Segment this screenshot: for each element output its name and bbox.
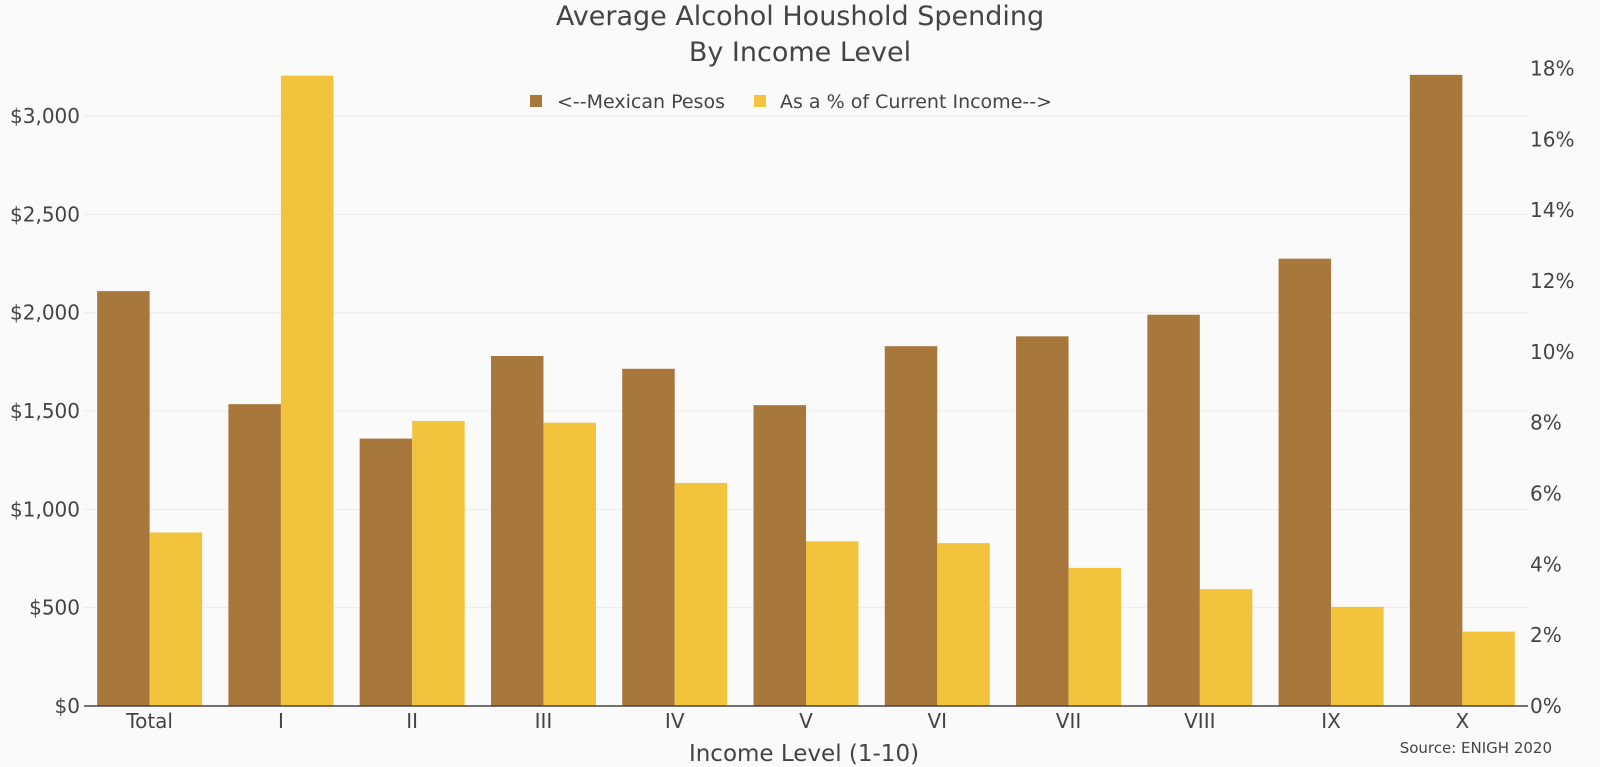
bar-pesos (1278, 258, 1332, 706)
x-tick-label: VII (1056, 709, 1081, 733)
x-axis-title: Income Level (1-10) (689, 741, 919, 767)
y-left-tick-label: $2,500 (10, 202, 80, 226)
x-tick-label: VIII (1184, 709, 1215, 733)
source-annotation: Source: ENIGH 2020 (1400, 739, 1552, 757)
x-tick-label: VI (927, 709, 947, 733)
x-tick-label: X (1456, 709, 1470, 733)
bar-percent (543, 422, 596, 706)
y-right-tick-labels: 0% 2% 4% 6% 8% 10% 12% 14% 16% 18% (1530, 57, 1574, 718)
bar-percent (149, 532, 203, 706)
bar-percent (806, 541, 859, 706)
bar-pesos (490, 356, 544, 706)
y-right-tick-label: 12% (1530, 269, 1574, 293)
legend-swatch-percent (754, 95, 766, 107)
bar-percent (280, 75, 334, 706)
y-right-tick-label: 2% (1530, 623, 1562, 647)
y-right-tick-label: 16% (1530, 127, 1574, 151)
bar-pesos (753, 405, 806, 706)
bar-percent (1331, 606, 1384, 706)
x-tick-labels: Total I II III IV V VI VII VIII IX X (125, 709, 1469, 733)
legend-label-pesos: <--Mexican Pesos (557, 91, 725, 113)
y-left-tick-label: $2,000 (10, 301, 80, 325)
y-right-tick-label: 0% (1530, 694, 1562, 718)
x-tick-label: IX (1321, 709, 1341, 733)
bar-pesos (359, 438, 413, 706)
chart-subtitle: By Income Level (689, 37, 911, 68)
legend: <--Mexican Pesos As a % of Current Incom… (530, 91, 1052, 113)
bars (97, 74, 1515, 706)
bar-percent (1199, 589, 1253, 706)
y-left-tick-labels: $0 $500 $1,000 $1,500 $2,000 $2,500 $3,000 (10, 104, 80, 718)
x-tick-label: V (799, 709, 813, 733)
x-tick-label: I (278, 709, 284, 733)
x-tick-label: IV (665, 709, 685, 733)
y-left-tick-label: $3,000 (10, 104, 80, 128)
bar-percent (1068, 567, 1122, 706)
bar-pesos (1147, 314, 1200, 706)
y-right-tick-label: 14% (1530, 198, 1574, 222)
x-tick-label: II (406, 709, 418, 733)
chart-title: Average Alcohol Houshold Spending (556, 1, 1044, 32)
bar-percent (674, 482, 728, 706)
bar-pesos (1016, 336, 1069, 706)
y-left-tick-label: $1,500 (10, 399, 80, 423)
legend-swatch-pesos (530, 95, 542, 107)
y-right-tick-label: 18% (1530, 57, 1574, 81)
y-right-tick-label: 6% (1530, 482, 1562, 506)
bar-percent (937, 543, 990, 706)
x-tick-label: Total (125, 709, 173, 733)
y-left-tick-label: $500 (29, 596, 80, 620)
bar-percent (1462, 631, 1515, 706)
bar-percent (412, 420, 465, 706)
bar-pesos (97, 291, 150, 706)
legend-label-percent: As a % of Current Income--> (780, 91, 1052, 113)
bar-pesos (1409, 74, 1463, 706)
y-left-tick-label: $0 (55, 694, 80, 718)
x-tick-label: III (535, 709, 553, 733)
y-right-tick-label: 8% (1530, 411, 1562, 435)
bar-pesos (622, 368, 675, 706)
y-right-tick-label: 4% (1530, 552, 1562, 576)
bar-pesos (228, 404, 281, 706)
bar-pesos (884, 346, 938, 706)
y-right-tick-label: 10% (1530, 340, 1574, 364)
y-left-tick-label: $1,000 (10, 497, 80, 521)
